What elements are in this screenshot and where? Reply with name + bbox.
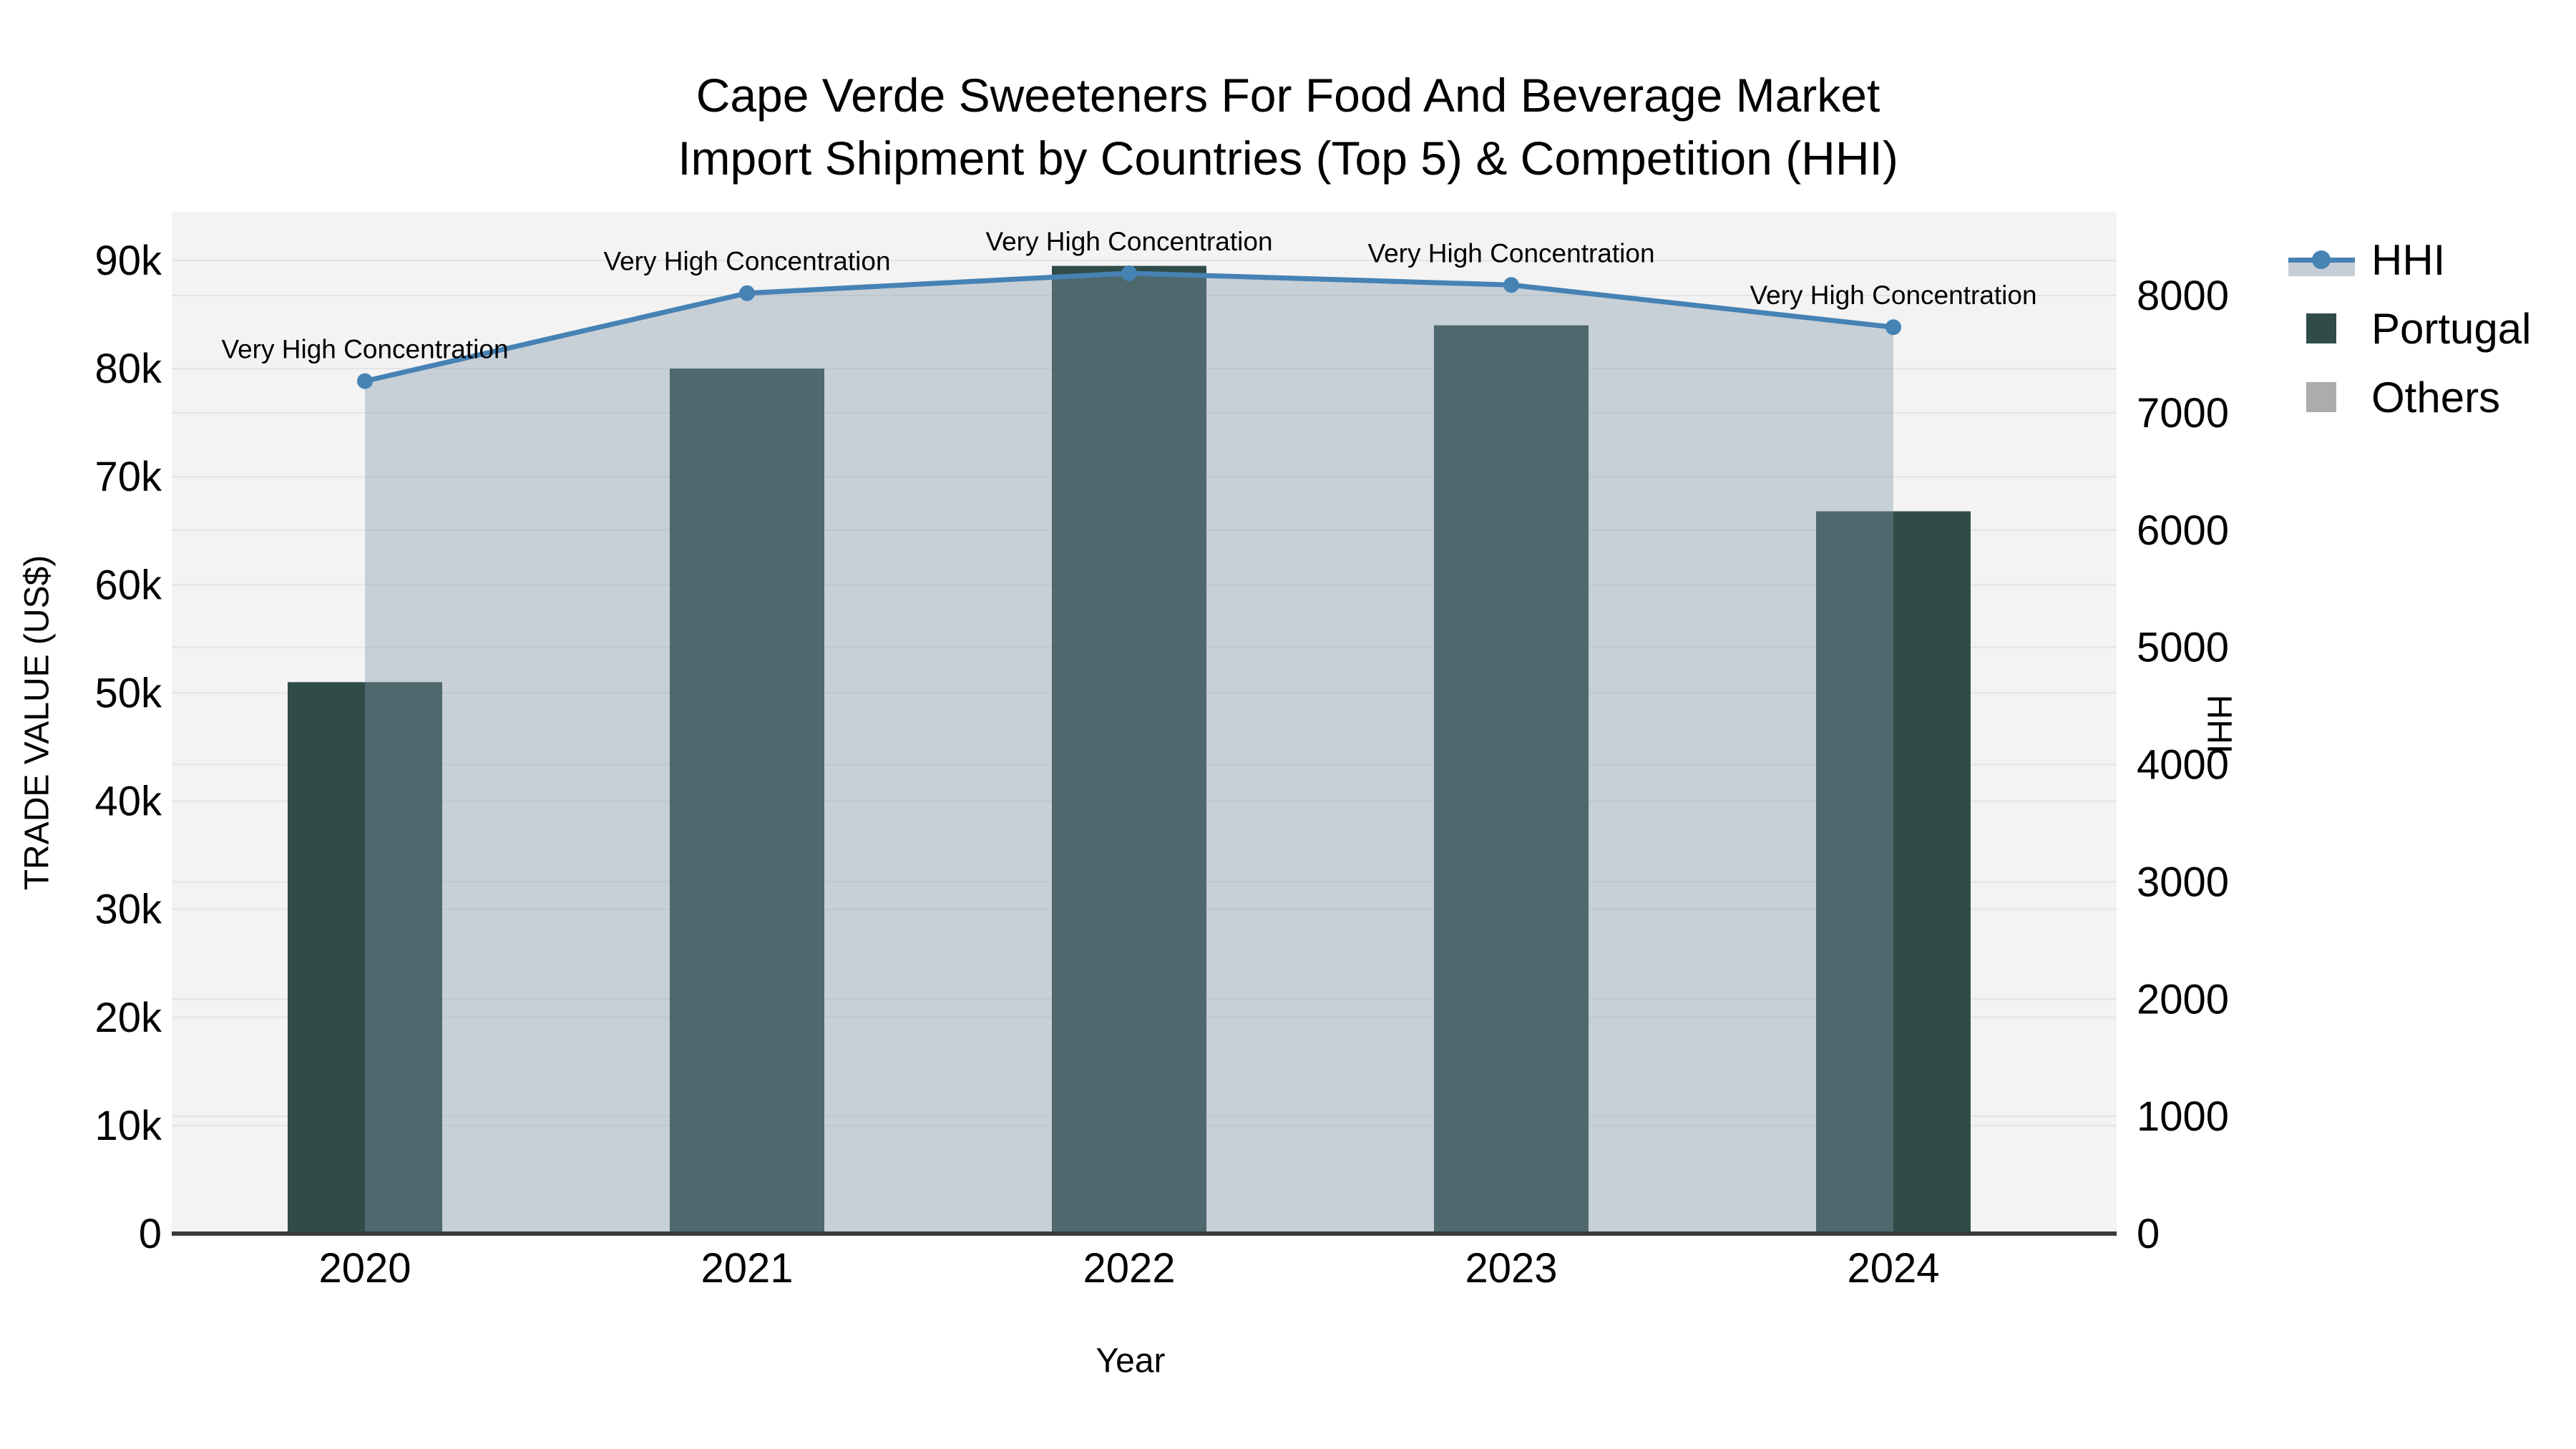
y-left-tick-90k: 90k xyxy=(94,238,162,284)
legend: HHI Portugal Others xyxy=(2287,225,2531,431)
annotation-2020: Very High Concentration xyxy=(221,335,508,364)
annotation-2024: Very High Concentration xyxy=(1750,280,2036,310)
y-left-tick-30k: 30k xyxy=(94,887,162,933)
y-left-tick-20k: 20k xyxy=(94,995,162,1041)
annotation-2023: Very High Concentration xyxy=(1367,238,1654,268)
y-right-tick-0: 0 xyxy=(2137,1211,2160,1257)
x-axis-title: Year xyxy=(1096,1342,1166,1380)
bar-portugal-2024[interactable] xyxy=(1816,511,1971,1234)
hhi-marker-2020[interactable] xyxy=(357,373,373,389)
y-right-tick-2000: 2000 xyxy=(2137,976,2229,1023)
y-left-tick-50k: 50k xyxy=(94,670,162,716)
others-legend-swatch xyxy=(2287,363,2356,431)
hhi-marker-2023[interactable] xyxy=(1503,277,1519,293)
x-tick-2023: 2023 xyxy=(1465,1245,1557,1292)
bar-portugal-2023[interactable] xyxy=(1434,325,1589,1234)
hhi-area-swatch xyxy=(2288,262,2355,276)
hhi-marker-swatch xyxy=(2312,250,2331,269)
y-right-tick-3000: 3000 xyxy=(2137,859,2229,905)
portugal-legend-swatch xyxy=(2287,294,2356,363)
y-left-tick-10k: 10k xyxy=(94,1103,162,1149)
y-right-tick-6000: 6000 xyxy=(2137,507,2229,554)
legend-item-hhi[interactable]: HHI xyxy=(2287,225,2531,294)
legend-label-others: Others xyxy=(2371,373,2501,421)
x-tick-2022: 2022 xyxy=(1083,1245,1175,1292)
x-tick-2021: 2021 xyxy=(701,1245,793,1292)
y-left-tick-0: 0 xyxy=(139,1211,162,1257)
y-right-tick-4000: 4000 xyxy=(2137,742,2229,789)
y-axis-title-right: HHI xyxy=(2200,694,2238,754)
annotation-2022: Very High Concentration xyxy=(985,227,1272,256)
bar-portugal-2020[interactable] xyxy=(288,682,442,1234)
bar-portugal-2022[interactable] xyxy=(1052,265,1206,1234)
legend-item-portugal[interactable]: Portugal xyxy=(2287,294,2531,363)
hhi-legend-swatch xyxy=(2287,225,2356,294)
bar-portugal-2021[interactable] xyxy=(670,369,824,1234)
hhi-marker-2022[interactable] xyxy=(1121,265,1137,281)
y-left-tick-60k: 60k xyxy=(94,562,162,608)
annotation-2021: Very High Concentration xyxy=(603,247,890,276)
portugal-color-square xyxy=(2306,313,2336,343)
y-right-tick-8000: 8000 xyxy=(2137,273,2229,319)
legend-item-others[interactable]: Others xyxy=(2287,363,2531,431)
y-left-tick-80k: 80k xyxy=(94,346,162,392)
legend-label-hhi: HHI xyxy=(2371,235,2446,284)
legend-label-portugal: Portugal xyxy=(2371,304,2532,353)
y-right-tick-7000: 7000 xyxy=(2137,390,2229,436)
y-left-tick-40k: 40k xyxy=(94,779,162,825)
x-tick-2024: 2024 xyxy=(1847,1245,1939,1292)
y-right-tick-1000: 1000 xyxy=(2137,1093,2229,1140)
y-axis-title-left: TRADE VALUE (US$) xyxy=(18,555,57,891)
chart-title-line1: Cape Verde Sweeteners For Food And Bever… xyxy=(696,69,1880,122)
hhi-area xyxy=(365,273,1893,1234)
others-color-square xyxy=(2306,382,2336,412)
x-tick-2020: 2020 xyxy=(318,1245,411,1292)
y-left-tick-70k: 70k xyxy=(94,454,162,500)
hhi-marker-2024[interactable] xyxy=(1885,319,1901,336)
hhi-marker-2021[interactable] xyxy=(739,285,755,301)
chart-title: Cape Verde Sweeteners For Food And Bever… xyxy=(0,64,2576,190)
y-right-tick-5000: 5000 xyxy=(2137,625,2229,671)
chart-title-line2: Import Shipment by Countries (Top 5) & C… xyxy=(678,132,1898,185)
